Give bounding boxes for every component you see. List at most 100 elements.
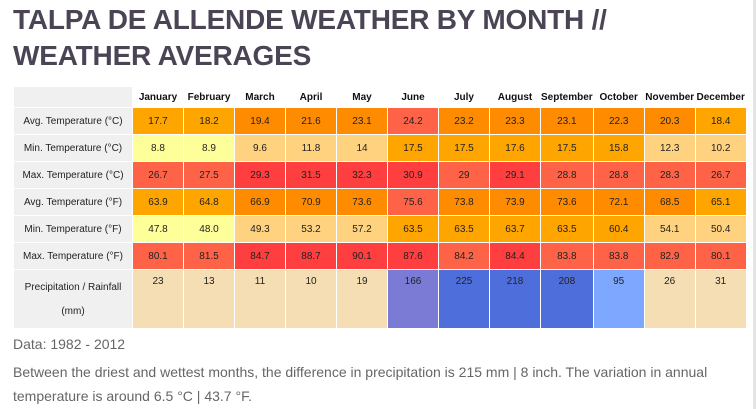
table-cell: 72.1: [593, 189, 644, 215]
table-cell: 18.2: [184, 108, 234, 134]
table-cell: 30.9: [388, 162, 438, 188]
table-cell: 15.8: [593, 135, 644, 161]
table-cell: 80.1: [133, 243, 183, 269]
table-cell: 10: [286, 270, 336, 328]
data-range: Data: 1982 - 2012: [13, 336, 126, 352]
month-header: June: [388, 87, 438, 107]
table-cell: 64.8: [184, 189, 234, 215]
table-cell: 225: [439, 270, 489, 328]
table-cell: 83.8: [593, 243, 644, 269]
precip-unit: (mm): [61, 306, 85, 317]
table-cell: 218: [490, 270, 540, 328]
table-cell: 31: [695, 270, 746, 328]
table-cell: 73.6: [541, 189, 593, 215]
table-cell: 23.1: [337, 108, 387, 134]
table-cell: 57.2: [337, 216, 387, 242]
month-header: September: [541, 87, 593, 107]
table-cell: 29: [439, 162, 489, 188]
table-cell: 63.5: [388, 216, 438, 242]
page-edge: [753, 0, 756, 409]
table-cell: 28.8: [593, 162, 644, 188]
month-header: May: [337, 87, 387, 107]
table-cell: 28.8: [541, 162, 593, 188]
table-cell: 73.9: [490, 189, 540, 215]
table-cell: 17.6: [490, 135, 540, 161]
table-cell: 49.3: [235, 216, 285, 242]
table-row-precipitation: Precipitation / Rainfall (mm) 23 13 11 10 19…: [14, 270, 746, 328]
table-cell: 19.4: [235, 108, 285, 134]
climate-table: January February March April May June Ju…: [13, 86, 747, 329]
table-cell: 23: [133, 270, 183, 328]
table-cell: 70.9: [286, 189, 336, 215]
table-cell: 23.2: [439, 108, 489, 134]
table-cell: 17.5: [439, 135, 489, 161]
table-cell: 48.0: [184, 216, 234, 242]
table-cell: 75.6: [388, 189, 438, 215]
table-cell: 9.6: [235, 135, 285, 161]
table-cell: 83.8: [541, 243, 593, 269]
table-cell: 53.2: [286, 216, 336, 242]
table-cell: 73.6: [337, 189, 387, 215]
table-cell: 14: [337, 135, 387, 161]
table-cell: 208: [541, 270, 593, 328]
month-header: January: [133, 87, 183, 107]
table-corner: [14, 87, 132, 107]
table-cell: 47.8: [133, 216, 183, 242]
table-cell: 82.9: [644, 243, 695, 269]
table-cell: 50.4: [695, 216, 746, 242]
table-cell: 8.8: [133, 135, 183, 161]
month-header: November: [644, 87, 695, 107]
table-cell: 18.4: [695, 108, 746, 134]
table-cell: 84.2: [439, 243, 489, 269]
month-header: February: [184, 87, 234, 107]
table-cell: 20.3: [644, 108, 695, 134]
table-row: Avg. Temperature (°C) 17.7 18.2 19.4 21.6 23.…: [14, 108, 746, 134]
month-header: August: [490, 87, 540, 107]
table-cell: 81.5: [184, 243, 234, 269]
row-label: Avg. Temperature (°F): [14, 189, 132, 215]
row-label: Min. Temperature (°F): [14, 216, 132, 242]
table-cell: 66.9: [235, 189, 285, 215]
table-row: Max. Temperature (°C) 26.7 27.5 29.3 31.5 32.…: [14, 162, 746, 188]
table-cell: 73.8: [439, 189, 489, 215]
table-row: Min. Temperature (°F) 47.8 48.0 49.3 53.2 57.…: [14, 216, 746, 242]
precip-label: Precipitation / Rainfall: [24, 282, 122, 293]
table-cell: 87.6: [388, 243, 438, 269]
table-cell: 23.1: [541, 108, 593, 134]
table-cell: 63.5: [541, 216, 593, 242]
month-header: October: [593, 87, 644, 107]
table-cell: 27.5: [184, 162, 234, 188]
month-header: July: [439, 87, 489, 107]
table-cell: 84.7: [235, 243, 285, 269]
climate-summary: Between the driest and wettest months, t…: [13, 364, 708, 404]
table-cell: 11.8: [286, 135, 336, 161]
table-cell: 166: [388, 270, 438, 328]
table-cell: 90.1: [337, 243, 387, 269]
table-cell: 63.9: [133, 189, 183, 215]
row-label: Max. Temperature (°F): [14, 243, 132, 269]
table-cell: 68.5: [644, 189, 695, 215]
table-cell: 10.2: [695, 135, 746, 161]
table-cell: 60.4: [593, 216, 644, 242]
month-header: April: [286, 87, 336, 107]
table-cell: 26.7: [133, 162, 183, 188]
table-cell: 63.7: [490, 216, 540, 242]
table-cell: 21.6: [286, 108, 336, 134]
table-cell: 84.4: [490, 243, 540, 269]
month-header-row: January February March April May June Ju…: [14, 87, 746, 107]
table-cell: 26.7: [695, 162, 746, 188]
table-cell: 12.3: [644, 135, 695, 161]
table-cell: 8.9: [184, 135, 234, 161]
table-row: Avg. Temperature (°F) 63.9 64.8 66.9 70.9 73.…: [14, 189, 746, 215]
table-cell: 17.7: [133, 108, 183, 134]
table-cell: 26: [644, 270, 695, 328]
table-cell: 11: [235, 270, 285, 328]
table-cell: 24.2: [388, 108, 438, 134]
row-label: Avg. Temperature (°C): [14, 108, 132, 134]
row-label: Max. Temperature (°C): [14, 162, 132, 188]
table-cell: 65.1: [695, 189, 746, 215]
table-cell: 32.3: [337, 162, 387, 188]
table-cell: 22.3: [593, 108, 644, 134]
table-cell: 23.3: [490, 108, 540, 134]
month-header: March: [235, 87, 285, 107]
